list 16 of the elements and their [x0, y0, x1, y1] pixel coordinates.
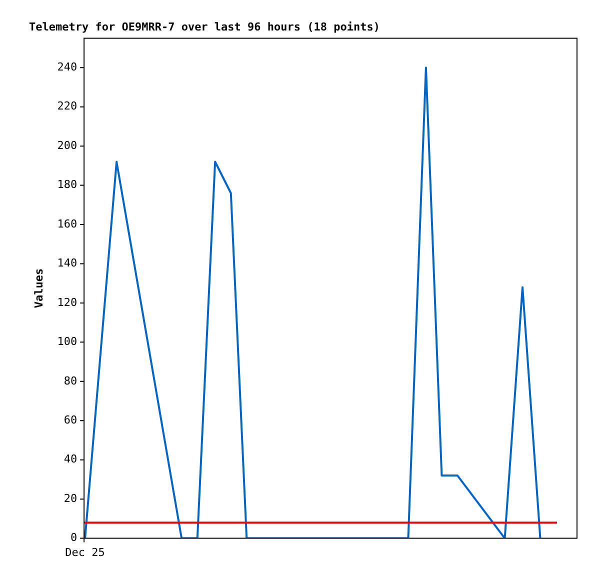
y-tick-label: 180	[57, 178, 78, 192]
y-tick-label: 140	[57, 256, 78, 270]
y-tick-label: 120	[57, 296, 78, 309]
y-tick-label: 220	[57, 100, 78, 113]
y-tick-label: 80	[64, 374, 78, 388]
y-tick-label: 100	[57, 335, 78, 348]
y-tick-label: 60	[64, 413, 78, 426]
y-axis-title: Values	[32, 268, 46, 308]
y-tick-label: 40	[64, 452, 78, 466]
y-tick-label: 200	[57, 138, 78, 152]
y-tick-label: 20	[64, 492, 78, 505]
y-tick-label: 0	[70, 531, 78, 544]
y-tick-label: 240	[57, 60, 78, 74]
x-tick-label: Dec 25	[65, 546, 105, 559]
chart-title: Telemetry for OE9MRR-7 over last 96 hours (18 points)	[29, 20, 380, 34]
y-tick-label: 160	[57, 217, 78, 230]
